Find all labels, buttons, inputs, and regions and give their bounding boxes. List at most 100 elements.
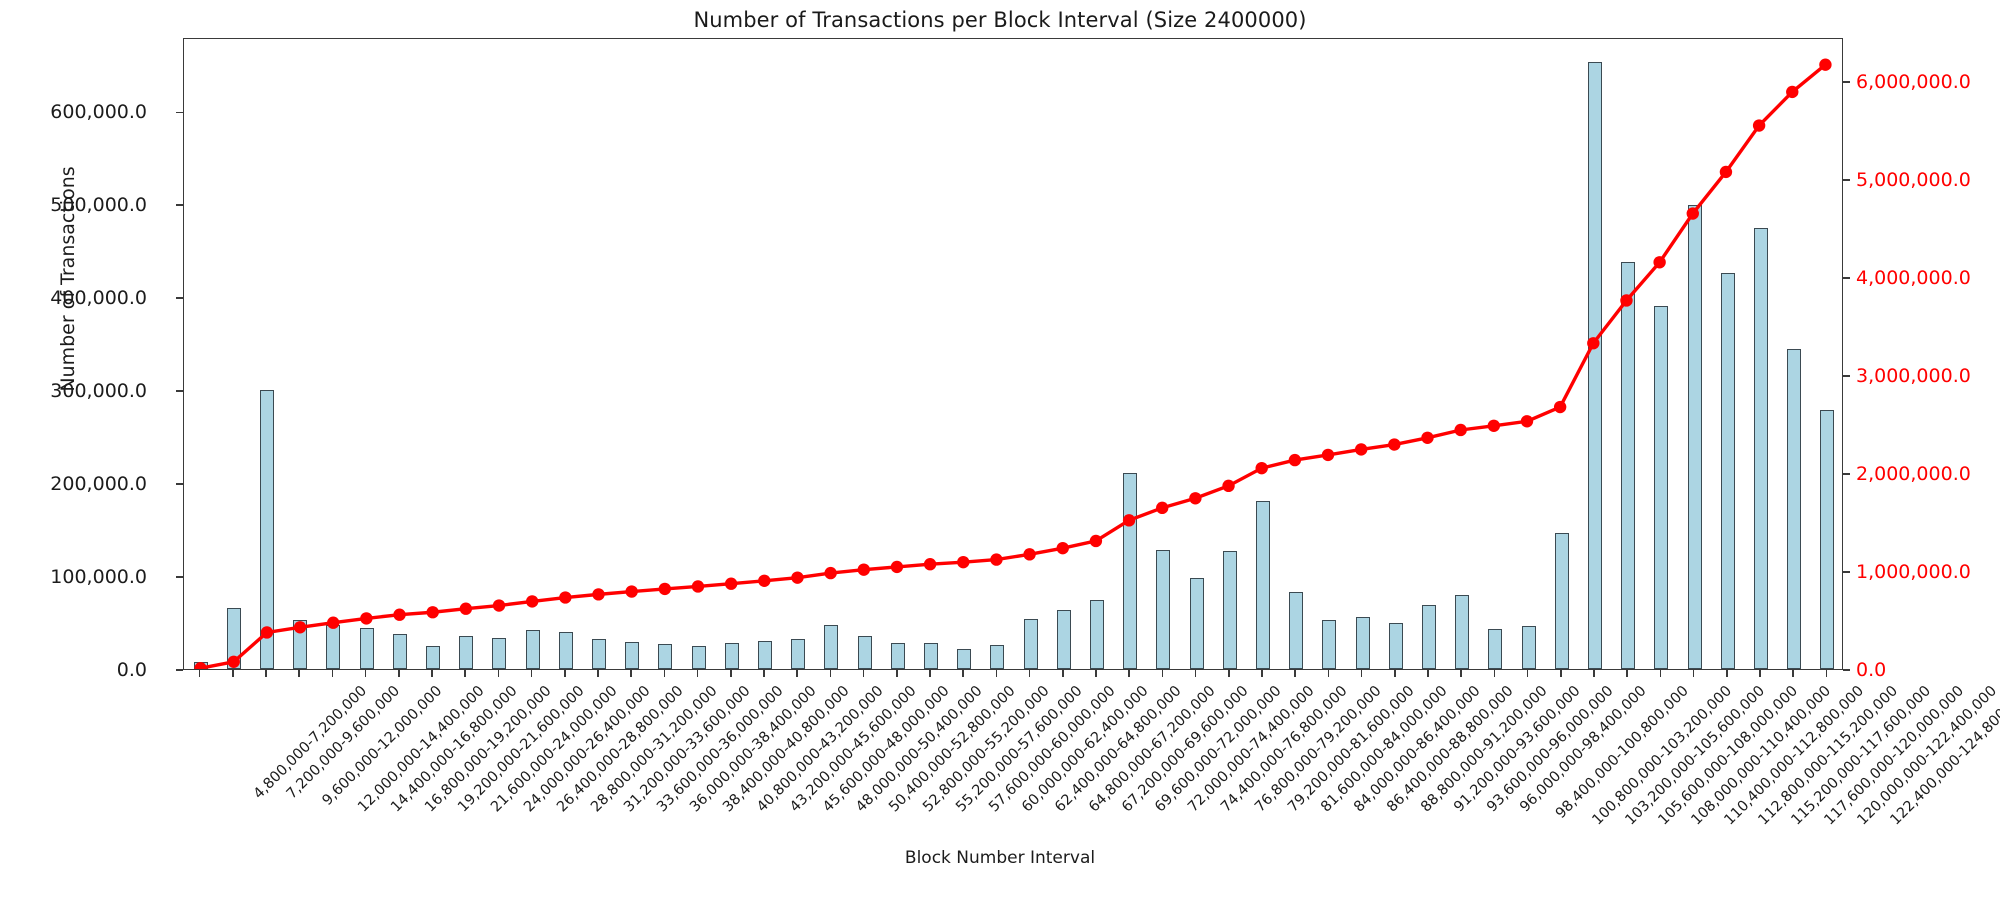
x-axis-tick-mark — [1825, 670, 1828, 677]
bar — [1820, 409, 1835, 669]
bar — [193, 661, 208, 669]
bar — [226, 607, 241, 669]
y-axis-tick-mark — [176, 390, 183, 392]
bar — [658, 643, 673, 669]
bar — [1687, 205, 1702, 669]
x-axis-tick-mark — [796, 670, 798, 677]
bar — [326, 625, 341, 669]
x-axis-label: Block Number Interval — [904, 848, 1096, 868]
y2-axis-tick-label: 6,000,000.0 — [1856, 71, 1971, 94]
x-axis-tick-mark — [696, 670, 699, 677]
y-axis-tick-mark — [176, 111, 183, 114]
x-axis-tick-mark — [1659, 670, 1662, 677]
x-axis-tick-mark — [1726, 670, 1728, 677]
x-axis-tick-mark — [1792, 670, 1794, 677]
bar — [1654, 305, 1669, 669]
bar — [492, 638, 507, 669]
x-axis-tick-mark — [1394, 670, 1396, 677]
bar — [1189, 577, 1204, 669]
bar — [824, 625, 839, 669]
x-axis-tick-mark — [663, 670, 666, 677]
x-axis-tick-mark — [1626, 670, 1628, 677]
y2-axis-tick-mark — [1843, 179, 1850, 181]
x-axis-tick-mark — [829, 670, 832, 677]
x-axis-tick-mark — [298, 670, 300, 677]
plot-area — [183, 38, 1843, 670]
y-axis-label: Number of Transactions — [57, 166, 79, 392]
bar — [990, 644, 1005, 669]
bar — [260, 390, 274, 669]
y-axis-tick-label: 500,000.0 — [50, 194, 147, 217]
bar — [1455, 594, 1470, 669]
x-axis-tick-mark — [597, 670, 599, 677]
bar — [1289, 591, 1304, 669]
bar — [1720, 273, 1735, 669]
y2-axis-tick-mark — [1843, 81, 1850, 83]
bar — [1621, 261, 1636, 669]
x-axis-tick-mark — [1493, 670, 1496, 677]
x-axis-tick-mark — [497, 670, 500, 677]
x-axis-tick-mark — [1228, 670, 1230, 677]
bar — [1388, 622, 1403, 669]
bar — [426, 645, 440, 669]
bar — [1554, 533, 1569, 669]
x-axis-tick-mark — [763, 670, 765, 677]
x-axis-tick-mark — [1360, 670, 1363, 677]
y2-axis-tick-label: 2,000,000.0 — [1856, 463, 1971, 486]
y-axis-tick-label: 100,000.0 — [50, 566, 147, 589]
bar — [625, 642, 640, 669]
x-axis-tick-mark — [1327, 670, 1330, 677]
bar — [1222, 550, 1237, 669]
bar — [1488, 629, 1503, 669]
bar — [525, 629, 540, 669]
bar — [293, 619, 308, 669]
y-axis-tick-label: 300,000.0 — [50, 380, 147, 403]
x-axis-tick-mark — [962, 670, 964, 677]
bar — [1123, 472, 1138, 669]
y2-axis-tick-label: 3,000,000.0 — [1856, 365, 1971, 388]
y-axis-tick-label: 200,000.0 — [50, 473, 147, 496]
bar — [1787, 349, 1802, 669]
chart-title: Number of Transactions per Block Interva… — [693, 8, 1307, 32]
x-axis-tick-mark — [1526, 670, 1529, 677]
bar — [592, 639, 606, 669]
x-axis-tick-mark — [862, 670, 865, 677]
y2-axis-tick-label: 1,000,000.0 — [1856, 561, 1971, 583]
bar — [857, 636, 872, 669]
y-axis-tick-mark — [176, 297, 183, 300]
x-axis-tick-mark — [1028, 670, 1031, 677]
bar — [1023, 618, 1038, 669]
x-axis-tick-mark — [1095, 670, 1097, 677]
x-axis-tick-mark — [530, 670, 533, 677]
bar — [1355, 616, 1370, 669]
bar — [924, 642, 938, 669]
x-axis-tick-mark — [929, 670, 931, 677]
x-axis-tick-mark — [896, 670, 898, 677]
y2-axis-tick-label: 0.0 — [1856, 659, 1887, 681]
y2-axis-tick-mark — [1843, 473, 1850, 475]
x-axis-tick-mark — [1128, 670, 1130, 677]
bar — [359, 628, 374, 669]
x-axis-tick-mark — [1194, 670, 1197, 677]
y2-axis-tick-label: 5,000,000.0 — [1856, 169, 1971, 192]
y2-axis-tick-label: 4,000,000.0 — [1856, 267, 1971, 290]
bar — [691, 645, 706, 669]
bar — [392, 633, 407, 669]
bar — [1422, 604, 1436, 669]
x-axis-tick-mark — [1759, 670, 1761, 677]
x-axis-tick-mark — [995, 670, 998, 677]
x-axis-tick-mark — [232, 670, 234, 677]
x-axis-tick-mark — [1161, 670, 1164, 677]
bar-series-layer — [184, 39, 1842, 669]
x-axis-tick-mark — [1261, 670, 1263, 677]
bar — [791, 639, 806, 669]
bar — [758, 641, 772, 669]
bar — [1056, 610, 1071, 669]
bar — [1156, 550, 1171, 669]
x-axis-tick-mark — [630, 670, 632, 677]
x-axis-tick-mark — [198, 670, 201, 677]
x-axis-tick-mark — [1460, 670, 1462, 677]
bar — [1754, 227, 1768, 669]
x-axis-tick-mark — [364, 670, 367, 677]
